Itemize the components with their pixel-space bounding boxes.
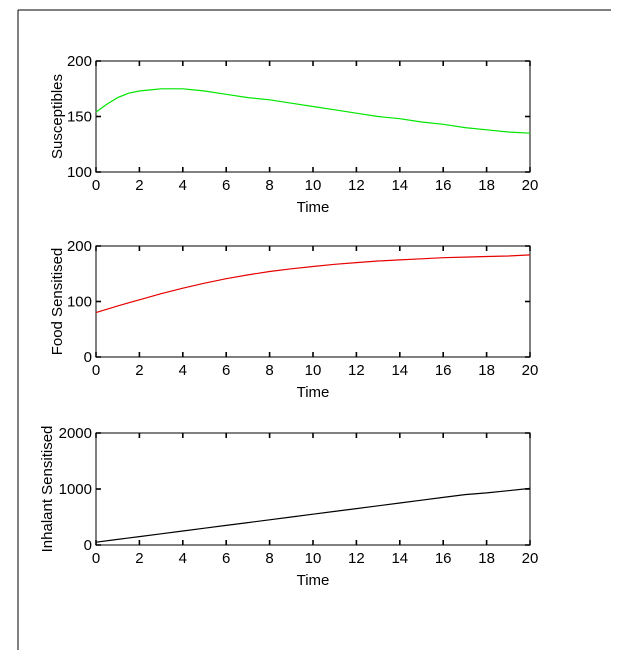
- chart3-y-tick-label: 0: [84, 537, 92, 554]
- chart2-x-tick-label: 0: [92, 362, 100, 379]
- chart3-x-tick-label: 10: [305, 550, 322, 567]
- chart2-y-tick-label: 200: [67, 238, 92, 255]
- chart2-x-tick-label: 8: [265, 362, 273, 379]
- chart1-series-line: [95, 88, 531, 134]
- chart2-plot-area: [95, 245, 531, 358]
- chart3-x-tick-label: 4: [179, 550, 187, 567]
- chart3-x-tick-label: 0: [92, 550, 100, 567]
- chart2-x-tick-label: 18: [478, 362, 495, 379]
- chart2-x-tick-label: 16: [435, 362, 452, 379]
- chart2-x-tick-label: 4: [179, 362, 187, 379]
- chart1-x-tick-label: 12: [348, 177, 365, 194]
- chart3-x-tick-label: 12: [348, 550, 365, 567]
- chart1-x-tick-label: 2: [135, 177, 143, 194]
- chart1-x-axis-label: Time: [297, 199, 330, 216]
- chart1-y-tick-label: 150: [67, 109, 92, 126]
- chart3-x-tick-label: 14: [391, 550, 408, 567]
- chart1-x-tick-label: 20: [522, 177, 539, 194]
- chart3-x-axis-label: Time: [297, 572, 330, 589]
- chart1-x-tick-label: 16: [435, 177, 452, 194]
- chart2-x-tick-label: 6: [222, 362, 230, 379]
- chart3-x-tick-label: 16: [435, 550, 452, 567]
- chart1-x-tick-label: 14: [391, 177, 408, 194]
- chart1-x-tick-label: 0: [92, 177, 100, 194]
- chart3-x-tick-label: 2: [135, 550, 143, 567]
- chart2-x-tick-label: 10: [305, 362, 322, 379]
- chart3-y-axis-label: Inhalant Sensitised: [39, 426, 56, 553]
- chart2-x-tick-label: 2: [135, 362, 143, 379]
- chart3-x-tick-label: 6: [222, 550, 230, 567]
- chart2-y-axis-label: Food Sensitised: [49, 248, 66, 356]
- chart3-y-tick-label: 1000: [59, 481, 92, 498]
- chart2-series-line: [95, 254, 531, 314]
- chart-1: 0 2 4 6 8 10 12 14 16 18 20 100 150 200 Time Susceptibl…: [49, 53, 538, 216]
- chart2-x-tick-label: 14: [391, 362, 408, 379]
- chart1-y-tick-label: 100: [67, 164, 92, 181]
- chart2-x-tick-label: 12: [348, 362, 365, 379]
- chart3-x-tick-label: 8: [265, 550, 273, 567]
- chart1-plot-area: [95, 60, 531, 173]
- chart2-y-tick-label: 100: [67, 294, 92, 311]
- chart2-x-axis-label: Time: [297, 384, 330, 401]
- chart1-x-tick-label: 8: [265, 177, 273, 194]
- chart1-x-tick-label: 18: [478, 177, 495, 194]
- chart1-y-tick-label: 200: [67, 53, 92, 70]
- chart2-y-tick-label: 0: [84, 349, 92, 366]
- chart-3: 0 2 4 6 8 10 12 14 16 18 20 0 1000 2000 Time Inhalant S…: [39, 425, 538, 589]
- chart3-x-tick-label: 20: [522, 550, 539, 567]
- chart3-plot-area: [95, 432, 531, 546]
- chart1-x-tick-label: 4: [179, 177, 187, 194]
- chart3-series-line: [95, 487, 531, 543]
- chart3-x-tick-label: 18: [478, 550, 495, 567]
- chart1-x-tick-label: 6: [222, 177, 230, 194]
- chart1-x-tick-label: 10: [305, 177, 322, 194]
- chart2-x-tick-label: 20: [522, 362, 539, 379]
- chart1-y-axis-label: Susceptibles: [49, 74, 66, 159]
- chart3-y-tick-label: 2000: [59, 425, 92, 442]
